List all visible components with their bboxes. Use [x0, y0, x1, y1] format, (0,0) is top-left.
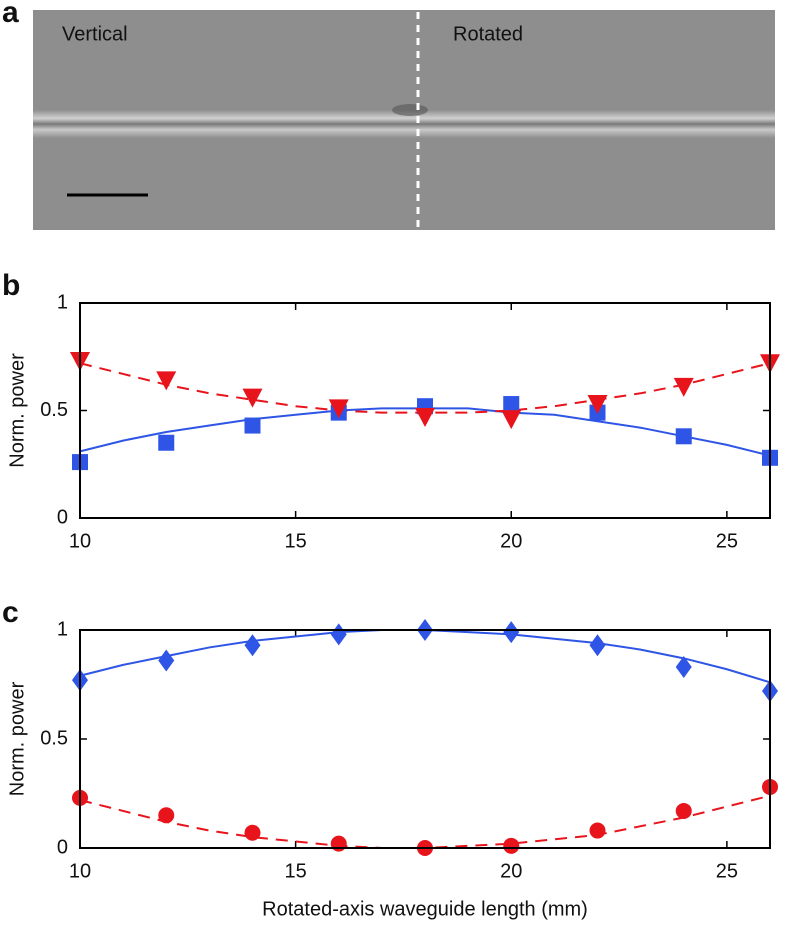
x-tick-label: 10 [69, 530, 91, 552]
circle-marker [675, 802, 692, 819]
diamond-marker [589, 634, 606, 657]
y-tick-label: 1 [57, 618, 68, 640]
x-tick-label: 15 [285, 860, 307, 882]
panel-label: c [2, 596, 19, 629]
plot-frame [79, 302, 771, 519]
square-marker [158, 434, 175, 451]
triangle-marker [328, 399, 349, 419]
x-tick-label: 25 [716, 530, 738, 552]
junction [392, 104, 428, 116]
triangle-marker [415, 407, 435, 427]
circle-marker [503, 837, 520, 854]
right-text: Rotated [453, 23, 523, 45]
y-axis-label: Norm. power [6, 681, 28, 796]
square-marker [244, 417, 261, 434]
y-axis-label: Norm. power [6, 353, 28, 468]
diamond-marker [158, 649, 175, 672]
circle-marker [330, 835, 347, 852]
x-tick-label: 10 [69, 860, 91, 882]
circle-marker [158, 807, 175, 824]
diamond-marker [675, 656, 692, 679]
diamond-marker [503, 621, 520, 644]
x-tick-label: 20 [500, 530, 522, 552]
diamond-marker [330, 623, 347, 646]
panel-label: b [2, 269, 20, 302]
plot-frame [79, 629, 771, 849]
y-tick-label: 0.5 [40, 727, 68, 749]
panel-label: a [2, 0, 19, 29]
micrograph: Vertical Rotated a [2, 0, 775, 230]
triangle-marker [156, 371, 177, 391]
square-marker [503, 396, 520, 413]
y-tick-label: 0 [57, 836, 68, 858]
x-tick-label: 15 [285, 530, 307, 552]
y-tick-label: 0 [57, 506, 68, 528]
x-axis-label: Rotated-axis waveguide length (mm) [262, 898, 588, 920]
x-tick-label: 20 [500, 860, 522, 882]
y-tick-label: 1 [57, 291, 68, 313]
diamond-marker [244, 634, 261, 657]
square-marker [675, 428, 692, 445]
y-tick-label: 0.5 [40, 399, 68, 421]
triangle-marker [501, 410, 522, 430]
circle-marker [244, 824, 261, 841]
triangle-marker [673, 377, 694, 397]
x-tick-label: 25 [716, 860, 738, 882]
circle-marker [589, 822, 606, 839]
triangle-marker [587, 395, 608, 415]
left-text: Vertical [62, 23, 128, 45]
triangle-marker [242, 388, 263, 408]
